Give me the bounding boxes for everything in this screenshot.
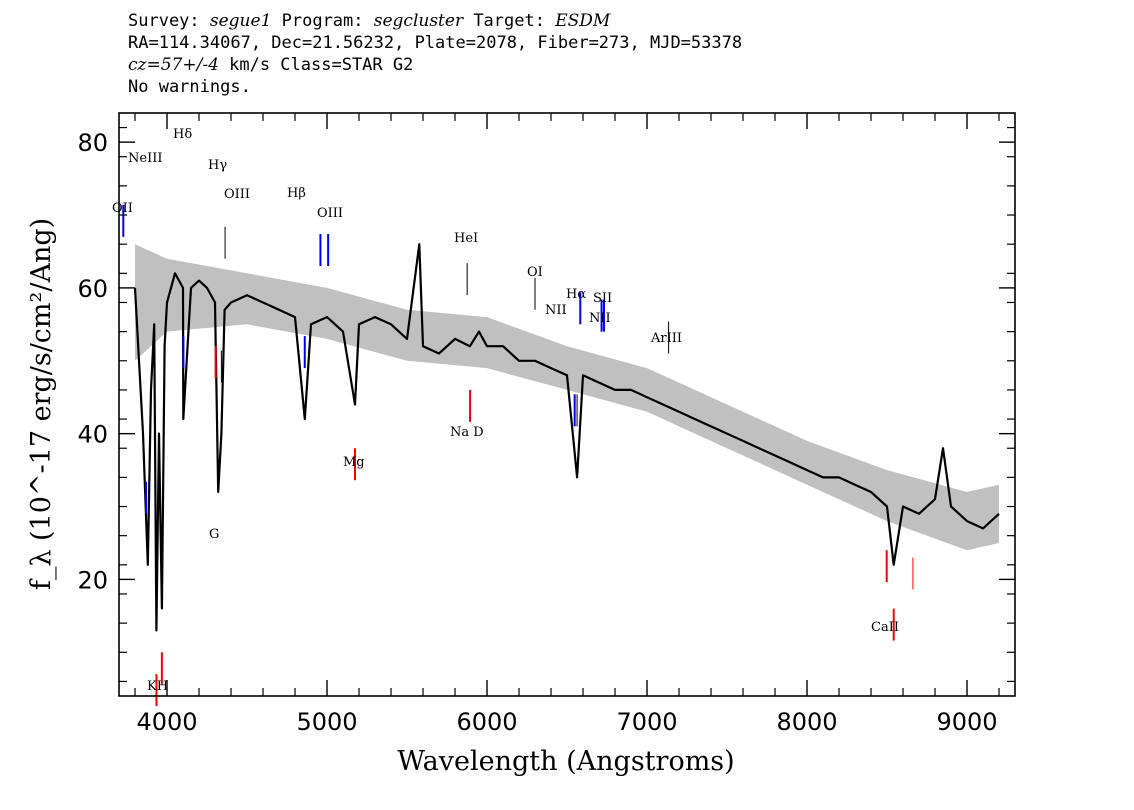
y-axis-title: f_λ (10^-17 erg/s/cm²/Ang) [26, 218, 57, 590]
program-label: Program: [271, 11, 374, 31]
warnings-line: No warnings. [128, 77, 251, 97]
target-label: Target: [463, 11, 556, 31]
cz-value: cz=57+/-4 [128, 55, 219, 75]
line-label-oii: OII [112, 201, 133, 216]
plot-frame [118, 112, 1016, 697]
error-band-layer [135, 244, 999, 551]
y-tick-label: 80 [77, 129, 108, 157]
program-value: segcluster [373, 11, 464, 31]
line-label-nii-a: NII [545, 303, 567, 318]
x-tick-label: 9000 [936, 708, 997, 736]
line-label-sii: SII [593, 291, 612, 306]
x-tick-label: 6000 [456, 708, 517, 736]
line-label-hei: HeI [454, 231, 478, 246]
line-label-oi: OI [527, 265, 543, 280]
line-label-g: G [209, 527, 219, 542]
line-label-hbeta: Hβ [287, 186, 306, 201]
axis-ticks: 4000 5000 6000 7000 8000 9000 20 40 60 80 [77, 113, 1015, 736]
line-label-ariii: ArIII [650, 331, 682, 346]
line-label-kh: KH [147, 679, 168, 694]
x-tick-label: 8000 [776, 708, 837, 736]
x-axis-title: Wavelength (Angstroms) [397, 746, 734, 777]
line-label-hgamma: Hγ [208, 158, 227, 173]
flux-layer [133, 243, 1000, 632]
flux-error-band [135, 244, 999, 551]
y-tick-label: 20 [77, 566, 108, 594]
line-label-mg: Mg [343, 455, 365, 470]
spectrum-header: Survey: segue1 Program: segcluster Targe… [128, 10, 742, 98]
redshift-line: cz=57+/-4 km/s Class=STAR G2 [128, 54, 742, 76]
line-label-oiii-b: OIII [317, 206, 343, 221]
line-label-nii-b: NII [589, 311, 611, 326]
target-value: ESDM [555, 11, 611, 31]
line-label-halpha: Hα [566, 287, 586, 302]
survey-line: Survey: segue1 Program: segcluster Targe… [128, 10, 742, 32]
survey-value: segue1 [209, 11, 272, 31]
line-label-hdelta: Hδ [173, 127, 192, 142]
line-label-nad: Na D [450, 425, 484, 440]
line-label-neiii: NeIII [128, 151, 162, 166]
x-tick-label: 7000 [616, 708, 677, 736]
y-tick-label: 40 [77, 421, 108, 449]
survey-label: Survey: [128, 11, 210, 31]
y-tick-label: 60 [77, 275, 108, 303]
coordinates-line: RA=114.34067, Dec=21.56232, Plate=2078, … [128, 33, 743, 53]
x-tick-label: 4000 [136, 708, 197, 736]
flux-line [133, 243, 1000, 632]
x-tick-label: 5000 [296, 708, 357, 736]
line-label-oiii-a: OIII [224, 187, 250, 202]
line-label-layer: OII NeIII Hδ Hγ OIII Hβ OIII HeI OI NII … [112, 127, 899, 694]
line-marker-layer [122, 204, 914, 707]
line-label-caii: CaII [871, 620, 899, 635]
class-value: km/s Class=STAR G2 [218, 55, 414, 75]
